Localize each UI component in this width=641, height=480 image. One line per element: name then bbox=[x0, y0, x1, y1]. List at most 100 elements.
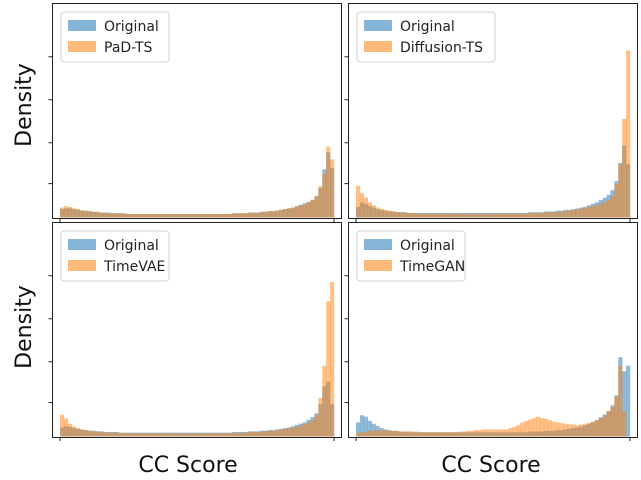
hist-bar bbox=[606, 200, 611, 218]
hist-bar bbox=[298, 425, 303, 437]
hist-bar bbox=[189, 213, 194, 218]
hist-bar bbox=[271, 430, 276, 437]
hist-bar bbox=[197, 213, 202, 218]
hist-bar bbox=[67, 206, 72, 218]
hist-bar bbox=[567, 424, 572, 437]
hist-bar bbox=[83, 430, 88, 437]
ylabel-bottom: Density bbox=[12, 285, 37, 369]
panel-frame bbox=[348, 222, 638, 438]
hist-bar bbox=[251, 431, 256, 437]
hist-bar bbox=[516, 213, 521, 218]
hist-bar bbox=[173, 213, 178, 218]
hist-bar bbox=[586, 423, 592, 437]
hist-bar bbox=[189, 433, 194, 437]
hist-bar bbox=[379, 209, 384, 218]
hist-bar bbox=[259, 431, 264, 437]
hist-bar bbox=[532, 418, 537, 437]
hist-bar bbox=[200, 213, 206, 218]
hist-bar bbox=[232, 432, 237, 437]
hist-bar bbox=[387, 430, 392, 437]
hist-bar bbox=[138, 433, 143, 437]
panel-bottom-right: Original TimeGAN bbox=[344, 222, 638, 441]
ylabel-top: Density bbox=[12, 63, 37, 147]
panel-frame bbox=[52, 222, 342, 438]
hist-bar bbox=[95, 211, 100, 218]
hist-bar bbox=[547, 420, 552, 437]
hist-bar bbox=[477, 430, 482, 437]
hist-bar bbox=[251, 212, 256, 218]
hist-bar bbox=[606, 411, 611, 437]
hist-bar bbox=[75, 209, 80, 218]
hist-bar bbox=[575, 209, 580, 218]
hist-bar bbox=[228, 213, 233, 218]
hist-bar bbox=[457, 213, 462, 218]
hist-bar bbox=[524, 420, 529, 437]
hist-bar bbox=[359, 193, 365, 218]
hist-bar bbox=[375, 430, 380, 437]
hist-bar bbox=[247, 431, 253, 437]
hist-bar bbox=[477, 213, 482, 218]
hist-bar bbox=[122, 213, 127, 218]
hist-bar bbox=[287, 428, 292, 437]
hist-bar bbox=[75, 428, 80, 437]
hist-bar bbox=[306, 201, 311, 218]
hist-bar bbox=[469, 430, 474, 437]
hist-bar bbox=[290, 207, 296, 218]
hist-bar bbox=[193, 433, 198, 437]
hist-bar bbox=[434, 432, 439, 437]
hist-bar bbox=[126, 213, 131, 218]
hist-bar bbox=[294, 206, 300, 218]
hist-bar bbox=[142, 433, 147, 437]
hist-bar bbox=[465, 213, 470, 218]
hist-bar bbox=[208, 213, 213, 218]
hist-bar bbox=[106, 213, 112, 218]
hist-bar bbox=[103, 431, 108, 437]
hist-bar bbox=[449, 213, 455, 218]
legend-swatch-model bbox=[68, 260, 96, 271]
hist-bar bbox=[204, 213, 209, 218]
hist-bar bbox=[418, 432, 423, 437]
legend-label: Original bbox=[400, 238, 455, 254]
hist-bar bbox=[579, 424, 584, 437]
hist-bar bbox=[583, 207, 588, 218]
hist-bar bbox=[422, 432, 427, 437]
hist-bar bbox=[153, 213, 159, 218]
hist-bar bbox=[618, 365, 623, 437]
hist-bar bbox=[181, 213, 186, 218]
hist-bar bbox=[512, 213, 517, 218]
hist-bar bbox=[622, 118, 627, 218]
legend-label: PaD-TS bbox=[104, 40, 152, 56]
hist-bar bbox=[461, 431, 466, 437]
legend-label: TimeGAN bbox=[399, 259, 465, 275]
hist-bar bbox=[279, 429, 284, 437]
legend-swatch-original bbox=[68, 239, 96, 250]
hist-bar bbox=[594, 205, 599, 218]
hist-bar bbox=[536, 416, 541, 437]
hist-bar bbox=[410, 212, 415, 218]
hist-bar bbox=[220, 433, 225, 437]
hist-bar bbox=[547, 212, 552, 218]
hist-bar bbox=[302, 424, 307, 437]
hist-bar bbox=[555, 422, 560, 437]
hist-bar bbox=[173, 433, 178, 437]
hist-bar bbox=[359, 432, 365, 437]
hist-bar bbox=[356, 422, 361, 437]
hist-bar bbox=[465, 430, 470, 437]
hist-bar bbox=[243, 432, 249, 437]
hist-bar bbox=[146, 213, 151, 218]
hist-bar bbox=[290, 427, 296, 437]
hist-bar bbox=[71, 208, 76, 218]
hist-bar bbox=[224, 213, 229, 218]
hist-bar bbox=[543, 418, 549, 437]
hist-bar bbox=[79, 210, 84, 218]
hist-bar bbox=[571, 424, 576, 437]
hist-bar bbox=[512, 426, 517, 437]
hist-bar bbox=[473, 430, 478, 437]
hist-bar bbox=[356, 432, 361, 437]
hist-bar bbox=[193, 213, 198, 218]
hist-bar bbox=[500, 429, 505, 437]
hist-bar bbox=[236, 213, 241, 218]
hist-bar bbox=[106, 432, 112, 437]
hist-bar bbox=[575, 425, 580, 437]
